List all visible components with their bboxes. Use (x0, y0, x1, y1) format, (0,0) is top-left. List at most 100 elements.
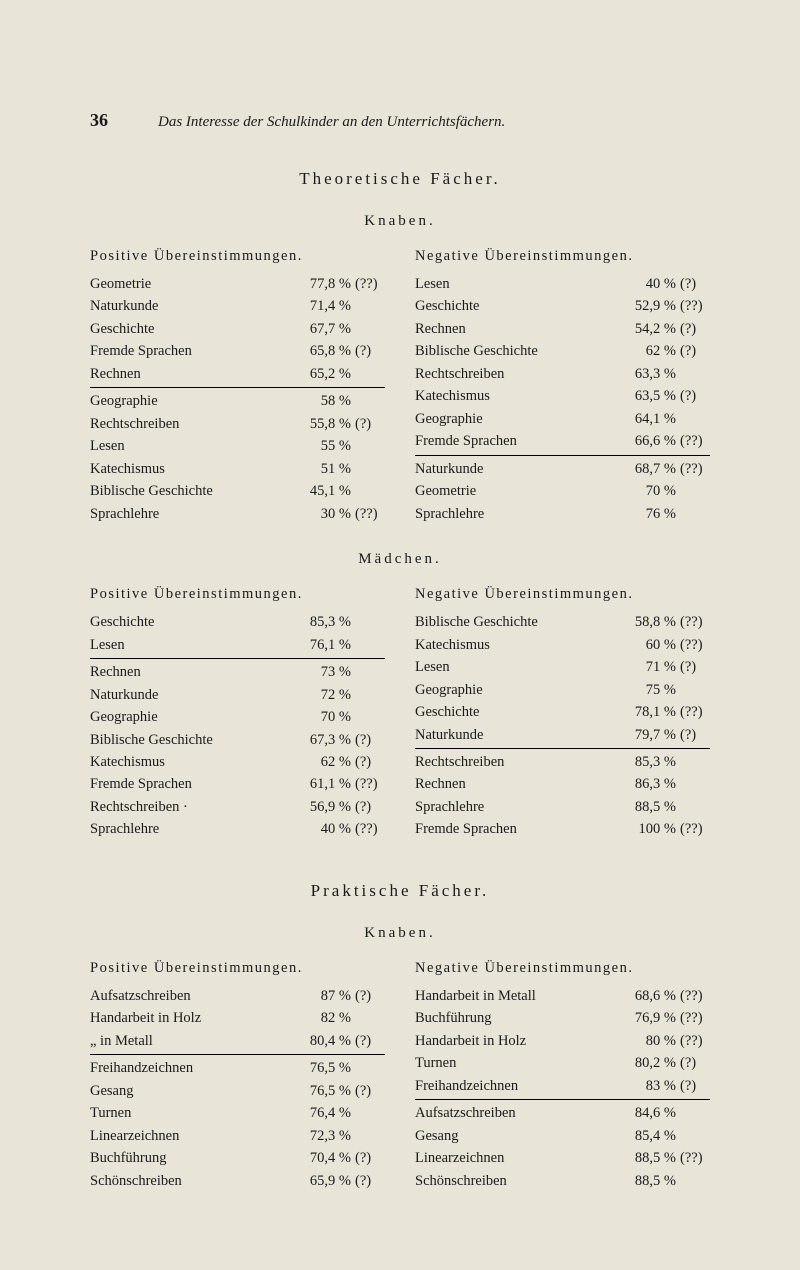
table-theoretische-maedchen: Positive Übereinstimmungen. Geschichte85… (90, 586, 710, 841)
row-note: (??) (680, 611, 710, 633)
row-note: (?) (680, 656, 710, 678)
col-heading: Negative Übereinstimmungen. (415, 248, 710, 265)
row-note: (??) (680, 701, 710, 723)
row-label: Rechnen (90, 363, 281, 385)
row-note: (?) (355, 729, 385, 751)
table-row: Buchführung70,4 %(?) (90, 1147, 385, 1169)
row-note (355, 390, 385, 412)
row-label: Katechismus (415, 634, 606, 656)
col-negative: Negative Übereinstimmungen. Handarbeit i… (415, 960, 710, 1192)
table-praktische-knaben: Positive Übereinstimmungen. Aufsatzschre… (90, 960, 710, 1192)
subsection-title-maedchen: Mädchen. (90, 551, 710, 568)
table-row: Fremde Sprachen65,8 %(?) (90, 340, 385, 362)
row-value: 77,8 % (281, 273, 351, 295)
col-negative: Negative Übereinstimmungen. Biblische Ge… (415, 586, 710, 841)
row-label: Fremde Sprachen (415, 818, 606, 840)
row-value: 65,9 % (281, 1170, 351, 1192)
row-value: 88,5 % (606, 1147, 676, 1169)
row-value: 55 % (281, 435, 351, 457)
row-label: Geschichte (415, 701, 606, 723)
row-label: Lesen (415, 273, 606, 295)
table-row: Sprachlehre40 %(??) (90, 818, 385, 840)
row-note: (??) (680, 818, 710, 840)
row-value: 76,5 % (281, 1080, 351, 1102)
row-value: 58 % (281, 390, 351, 412)
table-row: Katechismus60 %(??) (415, 634, 710, 656)
row-value: 76,1 % (281, 634, 351, 656)
row-value: 85,3 % (606, 751, 676, 773)
table-row: Sprachlehre30 %(??) (90, 503, 385, 525)
row-note: (?) (680, 318, 710, 340)
group: Rechnen73 %Naturkunde72 %Geographie70 %B… (90, 661, 385, 841)
row-label: Geographie (415, 408, 606, 430)
table-row: Fremde Sprachen66,6 %(??) (415, 430, 710, 452)
row-value: 85,4 % (606, 1125, 676, 1147)
row-value: 66,6 % (606, 430, 676, 452)
row-value: 70 % (281, 706, 351, 728)
page-number: 36 (90, 110, 108, 131)
row-label: Naturkunde (90, 684, 281, 706)
table-row: Geschichte78,1 %(??) (415, 701, 710, 723)
row-value: 87 % (281, 985, 351, 1007)
col-heading: Negative Übereinstimmungen. (415, 960, 710, 977)
row-value: 54,2 % (606, 318, 676, 340)
group: Biblische Geschichte58,8 %(??)Katechismu… (415, 611, 710, 746)
row-value: 45,1 % (281, 480, 351, 502)
row-label: Gesang (415, 1125, 606, 1147)
row-label: Turnen (415, 1052, 606, 1074)
row-label: Rechtschreiben (90, 413, 281, 435)
row-label: Linearzeichnen (415, 1147, 606, 1169)
row-value: 40 % (281, 818, 351, 840)
subsection-title-knaben2: Knaben. (90, 925, 710, 942)
row-value: 55,8 % (281, 413, 351, 435)
row-label: Geschichte (90, 611, 281, 633)
row-label: Sprachlehre (415, 796, 606, 818)
table-row: Fremde Sprachen100 %(??) (415, 818, 710, 840)
group: Geschichte85,3 %Lesen76,1 % (90, 611, 385, 656)
table-row: Geschichte67,7 % (90, 318, 385, 340)
table-row: Rechtschreiben ·56,9 %(?) (90, 796, 385, 818)
row-note (355, 435, 385, 457)
row-value: 76,9 % (606, 1007, 676, 1029)
table-row: Geographie75 % (415, 679, 710, 701)
table-row: Naturkunde72 % (90, 684, 385, 706)
row-label: Geographie (90, 706, 281, 728)
divider (90, 1054, 385, 1055)
row-label: Freihandzeichnen (90, 1057, 281, 1079)
table-row: Freihandzeichnen76,5 % (90, 1057, 385, 1079)
row-note: (?) (355, 413, 385, 435)
row-note: (?) (680, 273, 710, 295)
row-label: Lesen (90, 435, 281, 457)
row-value: 88,5 % (606, 796, 676, 818)
table-theoretische-knaben: Positive Übereinstimmungen. Geometrie77,… (90, 248, 710, 525)
table-row: Sprachlehre76 % (415, 503, 710, 525)
row-value: 52,9 % (606, 295, 676, 317)
row-label: Naturkunde (415, 724, 606, 746)
row-value: 62 % (606, 340, 676, 362)
section-title-theoretische: Theoretische Fächer. (90, 169, 710, 189)
section-title-praktische: Praktische Fächer. (90, 881, 710, 901)
subsection-title-knaben: Knaben. (90, 213, 710, 230)
table-row: Handarbeit in Metall68,6 %(??) (415, 985, 710, 1007)
row-value: 67,3 % (281, 729, 351, 751)
row-label: Biblische Geschichte (90, 480, 281, 502)
row-label: Schönschreiben (415, 1170, 606, 1192)
row-label: Naturkunde (90, 295, 281, 317)
row-note (355, 634, 385, 656)
row-note: (?) (355, 340, 385, 362)
row-note: (??) (680, 985, 710, 1007)
row-note (680, 679, 710, 701)
row-value: 71 % (606, 656, 676, 678)
table-row: Geographie70 % (90, 706, 385, 728)
table-row: Katechismus63,5 %(?) (415, 385, 710, 407)
table-row: Katechismus62 %(?) (90, 751, 385, 773)
row-note: (?) (355, 1080, 385, 1102)
row-note: (??) (680, 458, 710, 480)
row-note: (??) (680, 1007, 710, 1029)
row-value: 63,3 % (606, 363, 676, 385)
row-note: (?) (355, 1030, 385, 1052)
row-note (355, 458, 385, 480)
row-label: „ in Metall (90, 1030, 281, 1052)
row-label: Buchführung (90, 1147, 281, 1169)
row-label: Buchführung (415, 1007, 606, 1029)
